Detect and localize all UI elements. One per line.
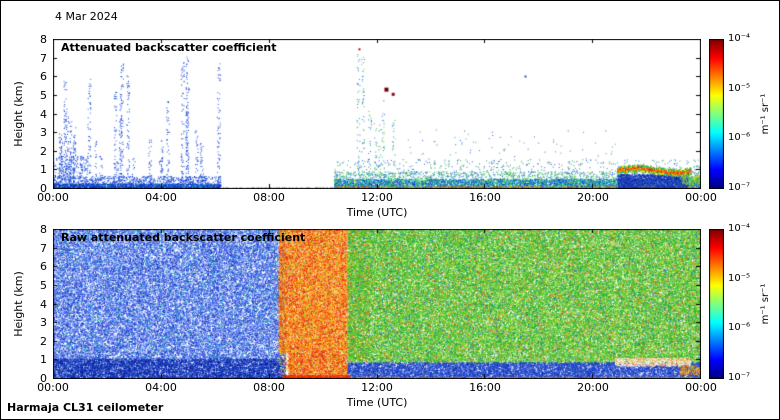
colorbar-tick-label: 10⁻⁴ <box>728 33 751 44</box>
x-tick-label: 20:00 <box>577 191 609 204</box>
x-tick-label: 20:00 <box>577 381 609 394</box>
y-tick-label: 8 <box>40 223 47 236</box>
x-tick-label: 12:00 <box>361 191 393 204</box>
colorbar-tick-label: 10⁻⁷ <box>728 372 751 383</box>
y-tick-label: 6 <box>40 70 47 84</box>
y-tick-label: 4 <box>40 297 47 311</box>
colorbar-tick-label: 10⁻⁷ <box>728 182 751 193</box>
y-tick-label: 2 <box>40 334 47 348</box>
x-tick-label: 16:00 <box>469 191 501 204</box>
heatmap-canvas-raw <box>53 229 701 379</box>
x-axis-label-raw: Time (UTC) <box>346 396 408 409</box>
y-tick-label: 2 <box>40 144 47 158</box>
colorbar-raw <box>709 229 724 379</box>
heatmap-canvas-attenuated <box>53 39 701 189</box>
colorbar-attenuated <box>709 39 724 189</box>
x-tick-label: 04:00 <box>145 381 177 394</box>
colorbar-tick-label: 10⁻⁵ <box>728 272 751 284</box>
y-tick-label: 7 <box>40 51 47 65</box>
x-axis-label-attenuated: Time (UTC) <box>346 206 408 219</box>
colorbar-tick-label: 10⁻⁵ <box>728 82 751 94</box>
x-tick-label: 08:00 <box>253 191 285 204</box>
instrument-label: Harmaja CL31 ceilometer <box>7 401 164 414</box>
y-tick-label: 1 <box>40 353 47 367</box>
y-tick-label: 6 <box>40 260 47 274</box>
panel-title-raw: Raw attenuated backscatter coefficient <box>61 231 306 244</box>
y-tick-label: 3 <box>40 316 47 330</box>
x-tick-label: 12:00 <box>361 381 393 394</box>
y-tick-label: 5 <box>40 278 47 292</box>
x-tick-label: 00:00 <box>685 191 717 204</box>
x-tick-label: 00:00 <box>685 381 717 394</box>
colorbar-tick-label: 10⁻⁶ <box>728 132 751 144</box>
panel-title-attenuated: Attenuated backscatter coefficient <box>61 41 277 54</box>
y-tick-label: 5 <box>40 88 47 102</box>
x-tick-label: 08:00 <box>253 381 285 394</box>
colorbar-tick-label: 10⁻⁴ <box>728 223 751 234</box>
y-tick-label: 3 <box>40 126 47 140</box>
y-tick-label: 0 <box>40 372 47 385</box>
y-tick-label: 0 <box>40 182 47 195</box>
y-tick-label: 8 <box>40 33 47 46</box>
y-tick-label: 4 <box>40 107 47 121</box>
x-tick-label: 00:00 <box>37 381 69 394</box>
x-tick-label: 00:00 <box>37 191 69 204</box>
colorbar-tick-label: 10⁻⁶ <box>728 322 751 334</box>
date-label: 4 Mar 2024 <box>55 10 118 23</box>
x-tick-label: 16:00 <box>469 381 501 394</box>
y-tick-label: 7 <box>40 241 47 255</box>
y-tick-label: 1 <box>40 163 47 177</box>
x-tick-label: 04:00 <box>145 191 177 204</box>
